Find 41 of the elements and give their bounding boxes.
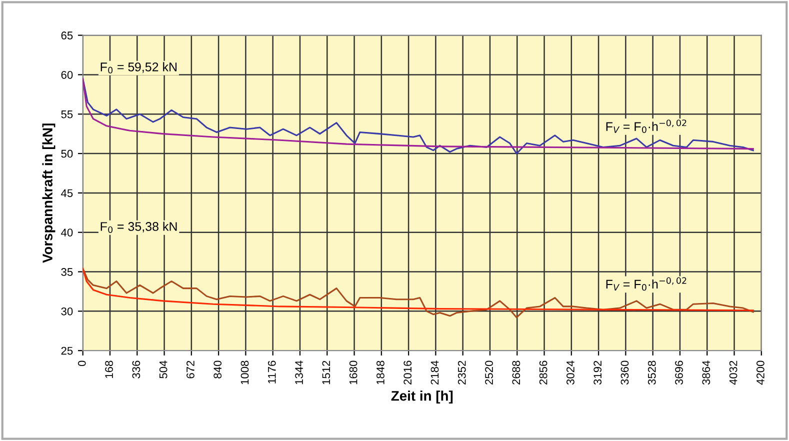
x-tick-label: 3864 <box>702 360 710 385</box>
x-tick-label: 2856 <box>539 360 548 384</box>
x-tick-label: 3024 <box>566 360 574 385</box>
x-tick-label: 504 <box>159 360 168 378</box>
x-tick-label: 2016 <box>404 360 412 384</box>
x-tick-label: 1512 <box>322 360 330 384</box>
y-tick-label: 35 <box>61 268 73 276</box>
x-tick-label: 336 <box>132 360 140 378</box>
annotation: F$_{V}$ = F$_{0}$·h$^{−0,02}$ <box>606 120 686 134</box>
x-tick-label: 1344 <box>295 360 303 384</box>
x-tick-label: 840 <box>214 360 222 378</box>
x-tick-label: 4032 <box>729 360 738 385</box>
x-tick-label: 0 <box>78 360 86 366</box>
y-tick-label: 30 <box>61 307 73 316</box>
x-tick-label: 3696 <box>675 360 683 385</box>
x-tick-label: 168 <box>105 360 113 378</box>
x-tick-label: 4200 <box>756 360 764 385</box>
y-tick-label: 45 <box>61 189 73 198</box>
x-tick-label: 3360 <box>620 360 629 385</box>
y-tick-label: 25 <box>61 346 73 355</box>
annotation: F$_{0}$ = 35,38 kN <box>100 222 177 233</box>
x-tick-label: 672 <box>186 360 194 378</box>
y-axis-title: Vorspannkraft in [kN] <box>42 124 56 263</box>
y-tick-label: 65 <box>61 32 73 40</box>
y-tick-label: 60 <box>61 70 73 79</box>
x-tick-label: 1848 <box>376 360 384 384</box>
x-tick-label: 3528 <box>648 360 656 385</box>
x-tick-label: 2520 <box>485 360 493 384</box>
x-tick-label: 1680 <box>349 360 358 384</box>
x-tick-label: 3192 <box>594 360 602 385</box>
x-tick-label: 2352 <box>458 360 466 384</box>
annotation: F$_{0}$ = 59,52 kN <box>100 62 177 74</box>
x-tick-label: 2688 <box>512 360 520 384</box>
x-tick-label: 2184 <box>430 360 439 384</box>
annotation: F$_{V}$ = F$_{0}$·h$^{−0,02}$ <box>606 277 686 291</box>
x-tick-label: 1176 <box>268 360 276 384</box>
x-tick-label: 1008 <box>240 360 249 384</box>
y-tick-label: 55 <box>61 110 73 118</box>
y-tick-label: 50 <box>61 150 73 158</box>
y-tick-label: 40 <box>61 228 73 236</box>
x-axis-title: Zeit in [h] <box>391 390 453 404</box>
